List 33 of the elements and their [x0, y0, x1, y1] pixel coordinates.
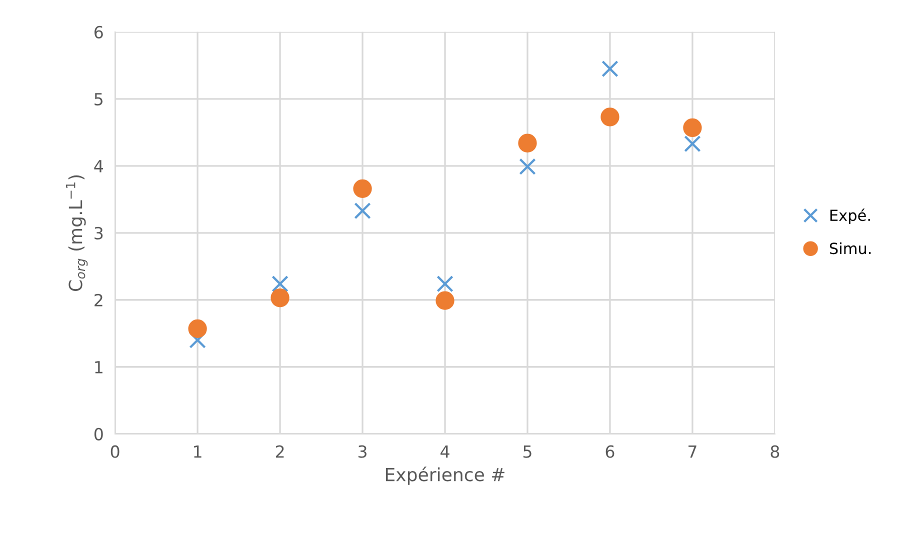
x-tick-label: 6: [606, 445, 614, 458]
x-tick-label: 5: [523, 446, 532, 458]
y-tick-label: 6: [94, 26, 103, 38]
point: [600, 108, 620, 126]
point: [354, 202, 371, 220]
legend-label: Expé.: [830, 208, 870, 224]
legend-label: Simu.: [830, 242, 871, 254]
x-tick-label: 1: [194, 446, 202, 458]
y-tick-label: 3: [94, 226, 103, 240]
x-tick-label: 3: [358, 445, 366, 458]
x-tick-label: 0: [110, 445, 120, 458]
point: [519, 158, 536, 175]
x-tick-label: 4: [440, 446, 450, 458]
point: [602, 60, 618, 78]
point: [353, 179, 372, 198]
point: [188, 319, 207, 338]
y-tick-label: 1: [95, 361, 102, 374]
x-tick-label: 7: [688, 446, 696, 458]
point: [683, 118, 702, 138]
y-axis-title: C$_{org}$ (mg.L$^{−1}$): [66, 175, 88, 292]
point: [270, 288, 290, 308]
y-tick-label: 5: [94, 93, 103, 106]
x-tick-label: 8: [770, 445, 780, 458]
y-tick-label: 4: [94, 160, 104, 172]
x-tick-label: 2: [276, 445, 284, 458]
point: [436, 291, 454, 310]
x-axis-title: Expérience #: [386, 466, 504, 485]
y-tick-label: 0: [94, 428, 103, 440]
point: [518, 134, 537, 152]
point: [684, 135, 701, 152]
point: [436, 275, 454, 292]
point: [272, 275, 288, 292]
y-tick-label: 2: [94, 294, 102, 306]
